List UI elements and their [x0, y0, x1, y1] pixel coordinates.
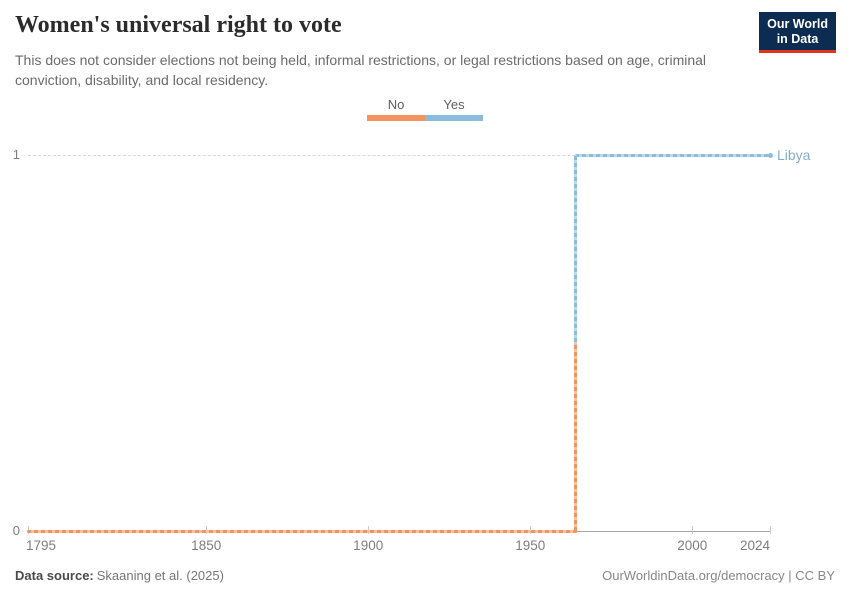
logo-text-line1: Our World: [767, 17, 828, 31]
legend-label-no: No: [387, 97, 405, 112]
x-tick: [770, 526, 771, 534]
legend-label-yes: Yes: [443, 97, 465, 112]
x-tick-label: 1795: [26, 538, 57, 553]
legend-swatch-no: [367, 115, 425, 121]
page-title: Women's universal right to vote: [15, 12, 342, 38]
footer-source: Data source: Skaaning et al. (2025): [15, 568, 224, 583]
legend-swatch-yes: [425, 115, 483, 121]
step-connector: [574, 155, 578, 531]
legend-item-no[interactable]: No: [367, 97, 425, 121]
x-tick-label: 2024: [739, 538, 770, 553]
source-value: Skaaning et al. (2025): [96, 568, 224, 583]
data-point-end: [768, 152, 773, 158]
gridline: [28, 155, 770, 156]
x-tick-label: 2000: [677, 538, 708, 553]
x-tick-label: 1850: [191, 538, 222, 553]
x-tick-label: 1950: [515, 538, 546, 553]
data-line-no: [27, 529, 577, 533]
x-tick-label: 1900: [353, 538, 384, 553]
x-tick: [692, 526, 694, 534]
data-line-yes: [574, 153, 771, 157]
source-label: Data source:: [15, 568, 94, 583]
legend: No Yes: [0, 97, 850, 121]
y-tick-label: 0: [12, 523, 20, 538]
entity-label[interactable]: Libya: [777, 147, 811, 163]
owid-logo[interactable]: Our World in Data: [759, 12, 836, 53]
chart-subtitle: This does not consider elections not bei…: [15, 52, 707, 89]
footer-credit[interactable]: OurWorldinData.org/democracy | CC BY: [602, 568, 835, 583]
legend-item-yes[interactable]: Yes: [425, 97, 483, 121]
logo-text-line2: in Data: [776, 32, 819, 46]
y-tick-label: 1: [12, 147, 20, 162]
